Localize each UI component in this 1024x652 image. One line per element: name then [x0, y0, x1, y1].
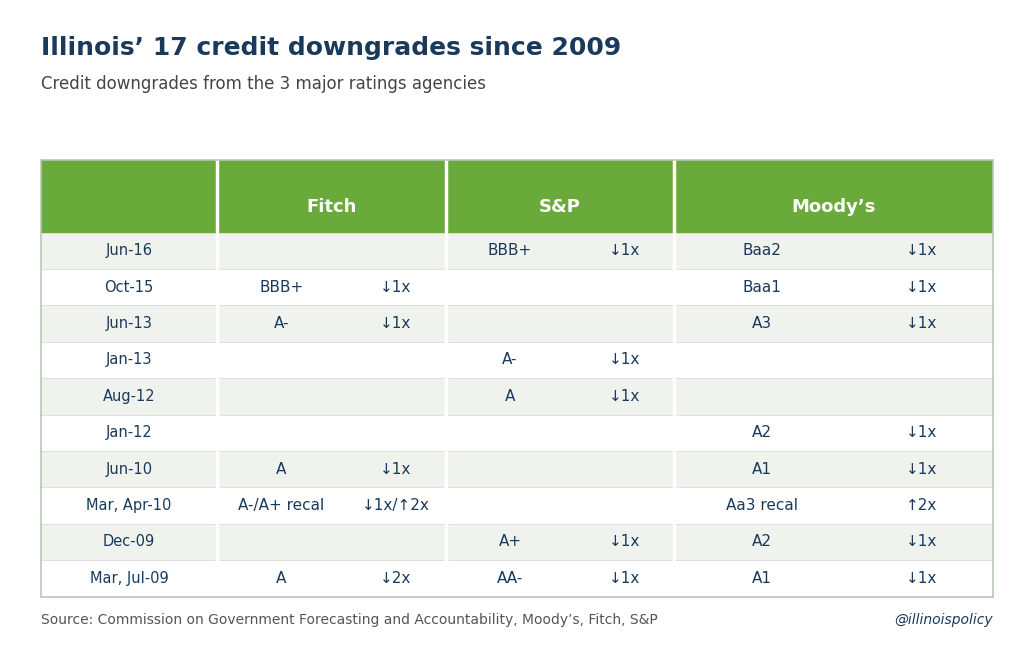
Text: Jan-12: Jan-12 [105, 425, 153, 440]
Bar [41, 560, 993, 597]
Bar [41, 378, 993, 415]
Bar [41, 415, 993, 451]
Bar [41, 160, 993, 597]
Bar [41, 160, 993, 233]
Text: BBB+: BBB+ [259, 280, 303, 295]
Text: A1: A1 [753, 462, 772, 477]
Text: ↓1x: ↓1x [608, 353, 640, 368]
Text: ↑2x: ↑2x [906, 498, 938, 513]
Bar [41, 305, 993, 342]
Text: @illinoispolicy: @illinoispolicy [895, 614, 993, 627]
Text: BBB+: BBB+ [487, 243, 532, 258]
Text: Baa2: Baa2 [742, 243, 781, 258]
Text: Jun-10: Jun-10 [105, 462, 153, 477]
Text: ↓1x: ↓1x [608, 389, 640, 404]
Text: Moody’s: Moody’s [792, 198, 876, 216]
Bar [41, 451, 993, 488]
Text: A+: A+ [499, 535, 521, 550]
Text: ↓1x: ↓1x [906, 280, 938, 295]
Text: S&P: S&P [539, 198, 581, 216]
Text: ↓1x: ↓1x [380, 280, 412, 295]
Text: Jun-16: Jun-16 [105, 243, 153, 258]
Text: ↓1x: ↓1x [906, 571, 938, 586]
Text: A3: A3 [753, 316, 772, 331]
Text: Aa3 recal: Aa3 recal [726, 498, 799, 513]
Text: Credit downgrades from the 3 major ratings agencies: Credit downgrades from the 3 major ratin… [41, 75, 486, 93]
Text: ↓1x: ↓1x [906, 243, 938, 258]
Text: ↓1x: ↓1x [380, 316, 412, 331]
Text: Illinois’ 17 credit downgrades since 2009: Illinois’ 17 credit downgrades since 200… [41, 36, 622, 60]
Text: ↓1x: ↓1x [608, 535, 640, 550]
Text: ↓1x: ↓1x [380, 462, 412, 477]
Text: A-: A- [502, 353, 518, 368]
Text: ↓1x: ↓1x [906, 462, 938, 477]
Text: A: A [505, 389, 515, 404]
Text: Jan-13: Jan-13 [105, 353, 153, 368]
Text: ↓1x/↑2x: ↓1x/↑2x [361, 498, 430, 513]
Text: A2: A2 [753, 535, 772, 550]
Text: A: A [276, 571, 287, 586]
Bar [41, 488, 993, 524]
Text: A-: A- [273, 316, 289, 331]
Text: Mar, Apr-10: Mar, Apr-10 [86, 498, 172, 513]
Text: Jun-13: Jun-13 [105, 316, 153, 331]
Text: A2: A2 [753, 425, 772, 440]
Text: ↓1x: ↓1x [906, 425, 938, 440]
Text: Baa1: Baa1 [742, 280, 781, 295]
Text: A1: A1 [753, 571, 772, 586]
Text: Fitch: Fitch [306, 198, 356, 216]
Text: Oct-15: Oct-15 [104, 280, 154, 295]
Text: ↓1x: ↓1x [906, 535, 938, 550]
Bar [41, 342, 993, 378]
Text: A-/A+ recal: A-/A+ recal [239, 498, 325, 513]
Text: ↓1x: ↓1x [906, 316, 938, 331]
Text: ↓1x: ↓1x [608, 243, 640, 258]
Text: ↓2x: ↓2x [380, 571, 412, 586]
Text: Source: Commission on Government Forecasting and Accountability, Moody’s, Fitch,: Source: Commission on Government Forecas… [41, 614, 657, 627]
Text: Aug-12: Aug-12 [102, 389, 156, 404]
Text: Mar, Jul-09: Mar, Jul-09 [90, 571, 168, 586]
Text: A: A [276, 462, 287, 477]
Text: ↓1x: ↓1x [608, 571, 640, 586]
Bar [41, 269, 993, 305]
Text: Dec-09: Dec-09 [103, 535, 156, 550]
Text: AA-: AA- [497, 571, 523, 586]
Bar [41, 524, 993, 560]
Bar [41, 233, 993, 269]
